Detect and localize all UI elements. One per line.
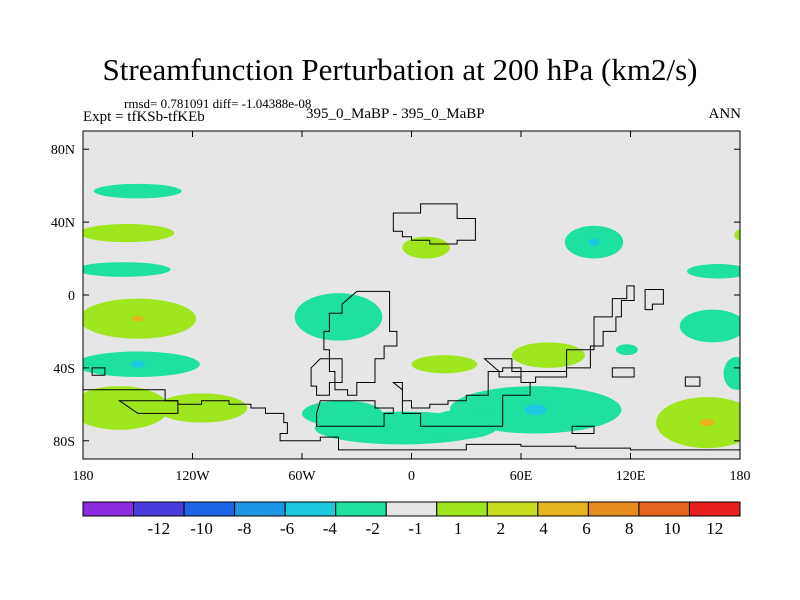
- colorbar-swatch: [82, 501, 135, 517]
- colorbar-swatch: [385, 501, 438, 517]
- colorbar-label: -8: [237, 519, 251, 538]
- colorbar-swatch: [587, 501, 640, 517]
- coastline: [611, 367, 635, 378]
- continent-outlines: [83, 203, 740, 459]
- anomaly-region: [687, 264, 740, 279]
- y-tick-label: 0: [68, 289, 75, 304]
- anomaly-region: [734, 229, 740, 241]
- anomaly-core: [699, 418, 715, 427]
- colorbar-label: 8: [625, 519, 634, 538]
- experiment-label: Expt = tfKSb-tfKEb: [83, 109, 205, 125]
- map-axes: 180 120W 60W 0 60E 120E 180 80N 40N 0 40S 80S: [51, 131, 751, 484]
- coastline: [83, 389, 740, 459]
- anomaly-region: [679, 309, 740, 343]
- x-tick-label: 0: [408, 469, 415, 484]
- y-tick-label: 80N: [51, 143, 75, 158]
- colorbar-swatch: [688, 501, 741, 517]
- anomaly-region: [93, 183, 182, 199]
- anomaly-region: [511, 342, 585, 368]
- colorbar-swatch: [537, 501, 589, 517]
- anomaly-region: [156, 393, 248, 423]
- y-tick-label: 40S: [53, 362, 75, 377]
- coastline: [323, 290, 398, 396]
- coastline: [117, 400, 179, 414]
- colorbar-label: 2: [497, 519, 506, 538]
- x-tick-label: 180: [730, 469, 751, 484]
- anomaly-fields: [83, 183, 740, 449]
- coastline: [392, 203, 476, 245]
- x-tick-label: 120W: [175, 469, 210, 484]
- colorbar-label: 4: [539, 519, 548, 538]
- coastline: [571, 425, 595, 434]
- x-tick-label: 60E: [510, 469, 533, 484]
- anomaly-region: [83, 386, 169, 430]
- anomaly-region: [411, 355, 478, 374]
- anomaly-region: [656, 397, 740, 449]
- anomaly-region: [615, 344, 638, 356]
- colorbar-swatch: [335, 501, 387, 517]
- anomaly-region: [294, 293, 383, 341]
- coastline: [91, 367, 106, 376]
- colorbar-swatch: [183, 501, 236, 517]
- anomaly-core: [588, 238, 600, 246]
- anomaly-region: [426, 409, 500, 439]
- anomaly-core: [130, 360, 146, 368]
- coastline: [391, 367, 531, 427]
- anomaly-region: [302, 400, 383, 427]
- colorbar-label: 1: [454, 519, 463, 538]
- chart-title: Streamfunction Perturbation at 200 hPa (…: [102, 52, 698, 87]
- y-tick-label: 40N: [51, 216, 75, 231]
- colorbar-label: 6: [582, 519, 591, 538]
- x-tick-label: 180: [73, 469, 94, 484]
- anomaly-region: [723, 356, 740, 390]
- colorbar-label: -12: [147, 519, 170, 538]
- colorbar-label: -2: [366, 519, 380, 538]
- colorbar-swatch: [638, 501, 690, 517]
- coastline: [310, 358, 343, 396]
- colorbar-swatch: [486, 501, 539, 517]
- anomaly-core: [132, 315, 144, 322]
- colorbar: -12 -10 -8 -6 -4 -2 -1 1 2 4 6 8 10 12: [82, 501, 741, 538]
- anomaly-core: [524, 404, 547, 416]
- colorbar-swatch: [234, 501, 286, 517]
- colorbar-label: -4: [323, 519, 338, 538]
- anomaly-region: [402, 236, 450, 259]
- x-tick-label: 60W: [288, 469, 316, 484]
- colorbar-swatch: [284, 501, 337, 517]
- coastline: [684, 376, 701, 387]
- y-tick-label: 80S: [53, 435, 75, 450]
- season-label: ANN: [708, 106, 742, 122]
- coastline: [644, 289, 664, 311]
- colorbar-label: 12: [706, 519, 723, 538]
- colorbar-swatch: [436, 501, 488, 517]
- colorbar-label: 10: [663, 519, 680, 538]
- colorbar-label: -1: [408, 519, 422, 538]
- stats-label: rmsd= 0.781091 diff= -1.04388e-08: [124, 96, 312, 111]
- x-tick-label: 120E: [616, 469, 646, 484]
- colorbar-swatch: [133, 501, 185, 517]
- anomaly-region: [83, 223, 175, 243]
- coastline: [483, 285, 635, 383]
- colorbar-label: -6: [280, 519, 294, 538]
- coastline: [316, 400, 394, 427]
- anomaly-region: [83, 262, 171, 277]
- case-subtitle: 395_0_MaBP - 395_0_MaBP: [306, 106, 485, 122]
- colorbar-label: -10: [190, 519, 213, 538]
